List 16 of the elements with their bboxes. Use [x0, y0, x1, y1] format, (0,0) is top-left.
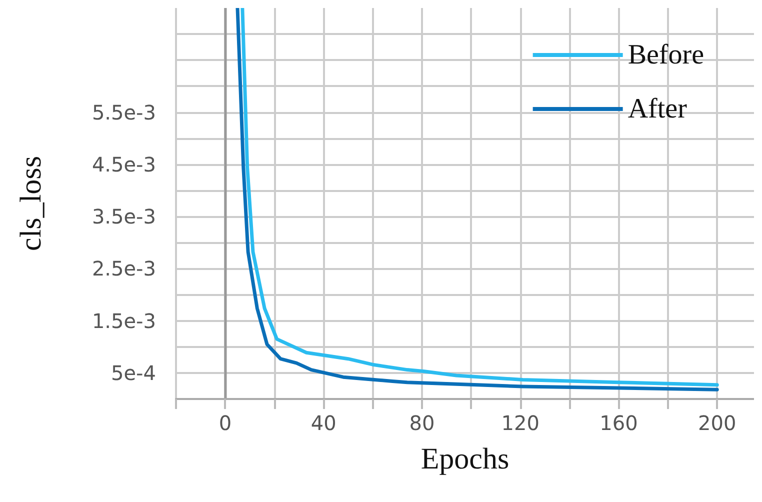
- y-tick-label: 5e-4: [111, 360, 156, 385]
- y-tick-label: 3.5e-3: [92, 204, 156, 229]
- y-tick-label: 2.5e-3: [92, 256, 156, 281]
- x-tick-label: 120: [501, 411, 540, 435]
- legend-label: Before: [628, 40, 704, 70]
- x-tick-label: 200: [698, 411, 736, 435]
- y-tick-label: 1.5e-3: [92, 308, 156, 333]
- y-tick-label: 5.5e-3: [92, 100, 156, 124]
- x-tick-label: 0: [218, 411, 232, 435]
- x-tick-label: 160: [600, 411, 638, 435]
- x-tick-label: 80: [409, 411, 435, 435]
- x-axis-title: Epochs: [420, 442, 510, 476]
- y-tick-label: 4.5e-3: [92, 152, 156, 176]
- x-tick-label: 40: [310, 411, 336, 435]
- y-axis-title: cls_loss: [14, 156, 48, 252]
- legend-label: After: [628, 94, 688, 124]
